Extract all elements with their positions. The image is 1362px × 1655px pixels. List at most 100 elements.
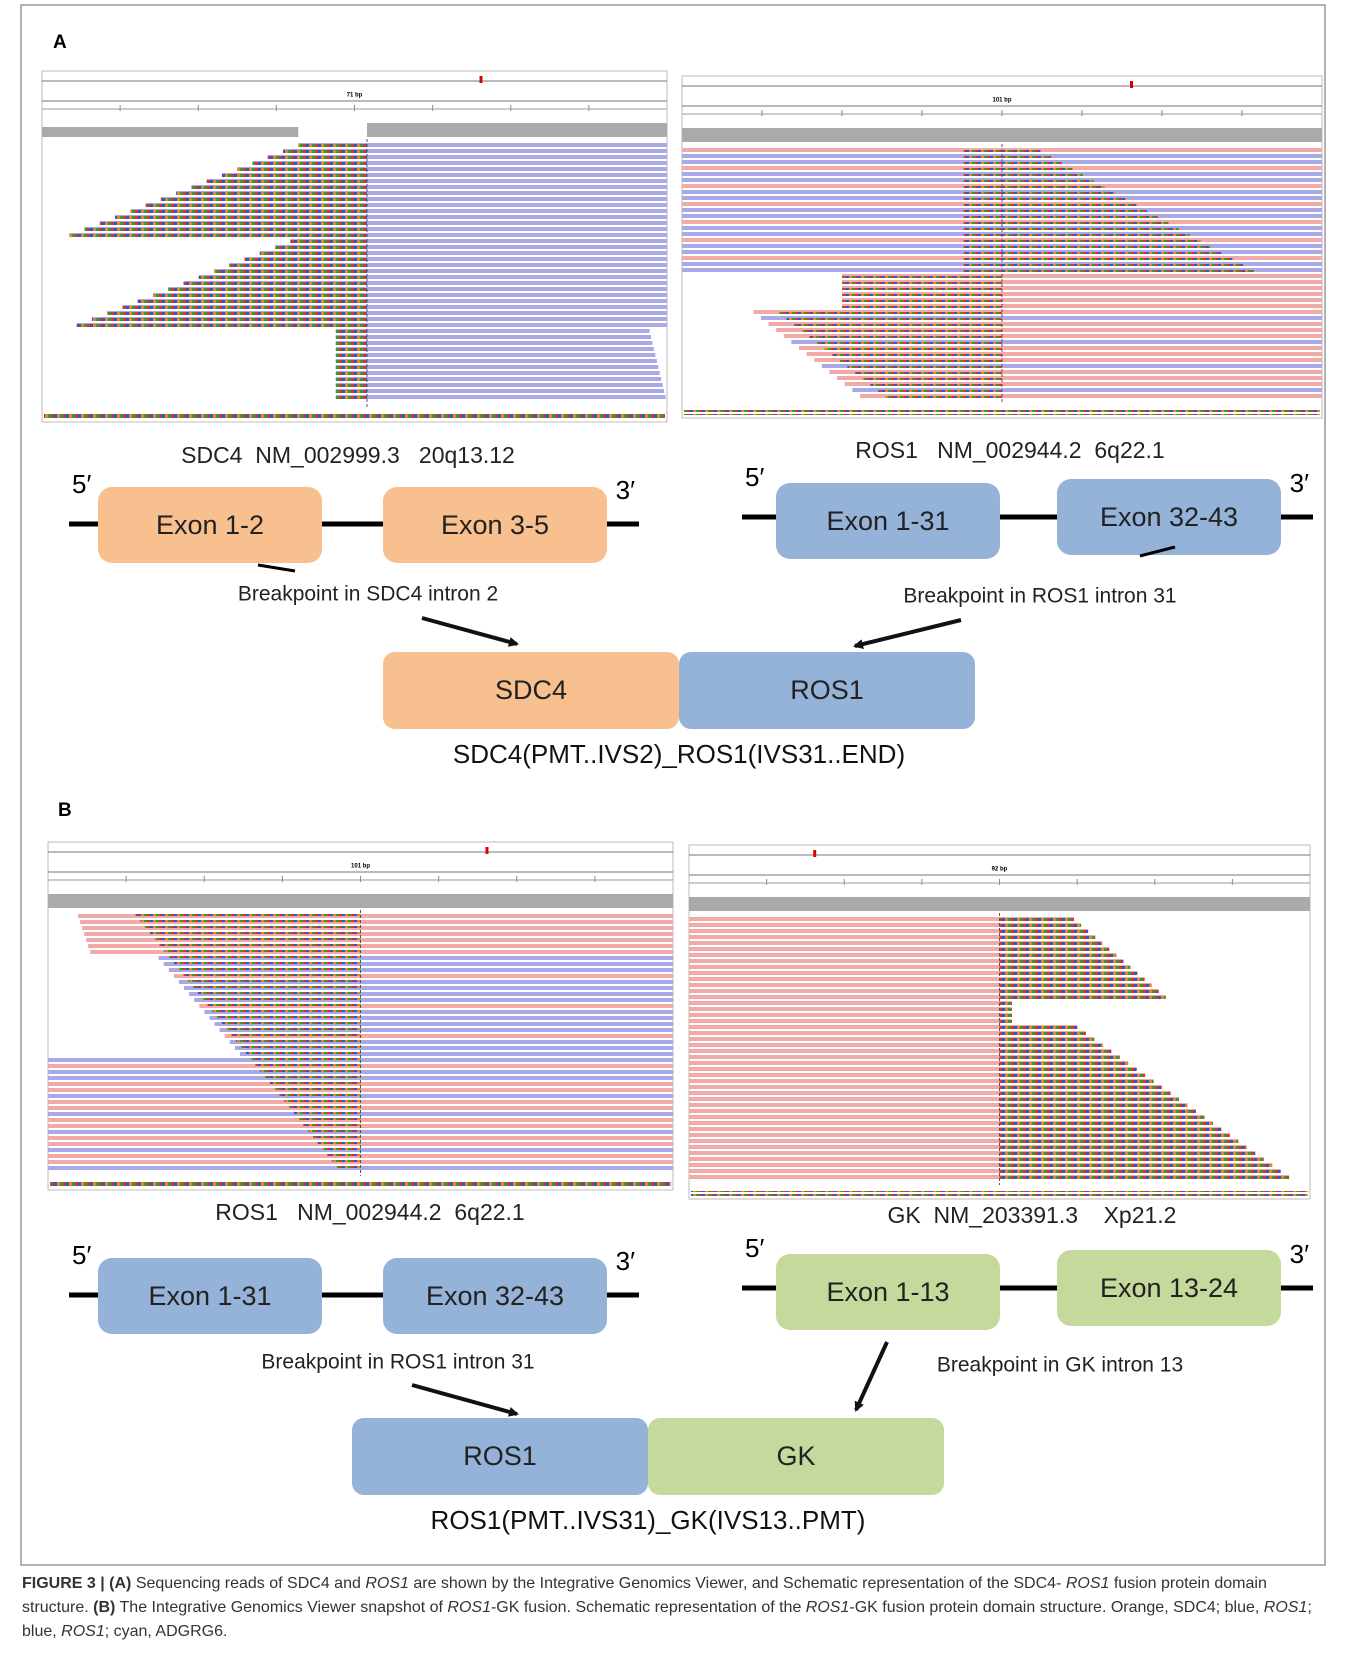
mismatch: [336, 365, 367, 369]
mismatch: [1000, 1175, 1290, 1179]
mismatch: [809, 334, 1002, 338]
mismatch: [842, 304, 1002, 308]
mismatch: [964, 184, 1105, 188]
mismatch: [847, 364, 1002, 368]
mismatch: [336, 389, 367, 393]
caption-text: ROS1: [806, 1599, 850, 1616]
mismatch: [1000, 1163, 1273, 1167]
mismatch: [231, 1034, 360, 1038]
mismatch: [1000, 1133, 1230, 1137]
mismatch: [878, 388, 1002, 392]
mismatch: [794, 322, 1002, 326]
mismatch: [870, 382, 1002, 386]
five-prime: 5′: [72, 469, 91, 499]
panel-label: B: [58, 800, 72, 821]
mismatch: [100, 221, 367, 225]
mismatch: [275, 1088, 361, 1092]
three-prime: 3′: [616, 1246, 635, 1276]
arrow: [412, 1385, 517, 1414]
igv-scale: 71 bp: [347, 93, 363, 99]
coverage: [367, 123, 667, 137]
mismatch: [136, 914, 361, 918]
mismatch: [289, 1106, 361, 1110]
mismatch: [294, 1112, 361, 1116]
mismatch: [964, 238, 1201, 242]
mismatch: [145, 926, 360, 930]
mismatch: [1000, 989, 1159, 993]
fusion-name: ROS1(PMT..IVS31)_GK(IVS13..PMT): [431, 1505, 866, 1535]
mismatch: [964, 166, 1073, 170]
mismatch: [1000, 1007, 1012, 1011]
mismatch: [842, 280, 1002, 284]
mismatch: [246, 1052, 361, 1056]
mismatch: [255, 1064, 360, 1068]
mismatch: [336, 371, 367, 375]
mismatch: [1000, 983, 1152, 987]
sequence-track: [50, 1182, 671, 1187]
mismatch: [1000, 1115, 1205, 1119]
read: [336, 389, 664, 393]
mismatch: [336, 341, 367, 345]
mismatch: [183, 974, 360, 978]
mismatch: [964, 214, 1158, 218]
mismatch: [787, 316, 1002, 320]
exon-label: Exon 1-2: [156, 510, 264, 540]
mismatch: [284, 1100, 360, 1104]
mismatch: [275, 245, 367, 249]
mismatch: [1000, 929, 1089, 933]
mismatch: [303, 1124, 360, 1128]
gene-label: ROS1 NM_002944.2 6q22.1: [855, 437, 1164, 463]
mismatch: [1000, 1031, 1086, 1035]
mismatch: [855, 370, 1002, 374]
mismatch: [1000, 1001, 1012, 1005]
mismatch: [69, 233, 367, 237]
mismatch: [964, 154, 1051, 158]
mismatch: [1000, 923, 1082, 927]
mismatch: [1000, 1055, 1120, 1059]
caption-text: ; cyan, ADGRG6.: [105, 1623, 228, 1640]
mismatch: [964, 160, 1062, 164]
mismatch: [92, 317, 367, 321]
mismatch: [964, 232, 1190, 236]
mismatch: [122, 305, 367, 309]
exon-label: Exon 13-24: [1100, 1273, 1238, 1303]
mismatch: [237, 167, 367, 171]
igv-scale: 92 bp: [992, 867, 1008, 873]
mismatch: [153, 293, 367, 297]
mismatch: [964, 226, 1179, 230]
three-prime: 3′: [616, 475, 635, 505]
mismatch: [212, 1010, 360, 1014]
mismatch: [964, 202, 1137, 206]
mismatch: [207, 179, 367, 183]
mismatch: [336, 353, 367, 357]
igv-locus-marker: [813, 850, 816, 857]
fusion-label: SDC4: [495, 675, 567, 705]
caption-text: ROS1: [1264, 1599, 1308, 1616]
breakpoint-tick: [258, 565, 295, 571]
read: [336, 347, 654, 351]
mismatch: [1000, 1073, 1146, 1077]
read: [336, 359, 657, 363]
read: [336, 395, 666, 399]
mismatch: [85, 227, 367, 231]
caption-text: are shown by the Integrative Genomics Vi…: [409, 1575, 1066, 1592]
caption-text: ROS1: [61, 1623, 105, 1640]
mismatch: [1000, 953, 1117, 957]
read: [336, 365, 659, 369]
mismatch: [825, 346, 1002, 350]
mismatch: [1000, 1085, 1163, 1089]
mismatch: [1000, 1091, 1171, 1095]
caption: FIGURE 3 | (A) Sequencing reads of SDC4 …: [22, 1572, 1322, 1644]
mismatch: [146, 203, 367, 207]
mismatch: [251, 1058, 361, 1062]
mismatch: [332, 1160, 360, 1164]
mismatch: [336, 347, 367, 351]
mismatch: [107, 311, 367, 315]
sequence-track: [691, 1191, 1308, 1196]
mismatch: [229, 263, 367, 267]
exon-label: Exon 1-31: [826, 506, 949, 536]
mismatch: [964, 208, 1147, 212]
read: [689, 1019, 1012, 1023]
mismatch: [1000, 1139, 1239, 1143]
mismatch: [313, 1136, 361, 1140]
